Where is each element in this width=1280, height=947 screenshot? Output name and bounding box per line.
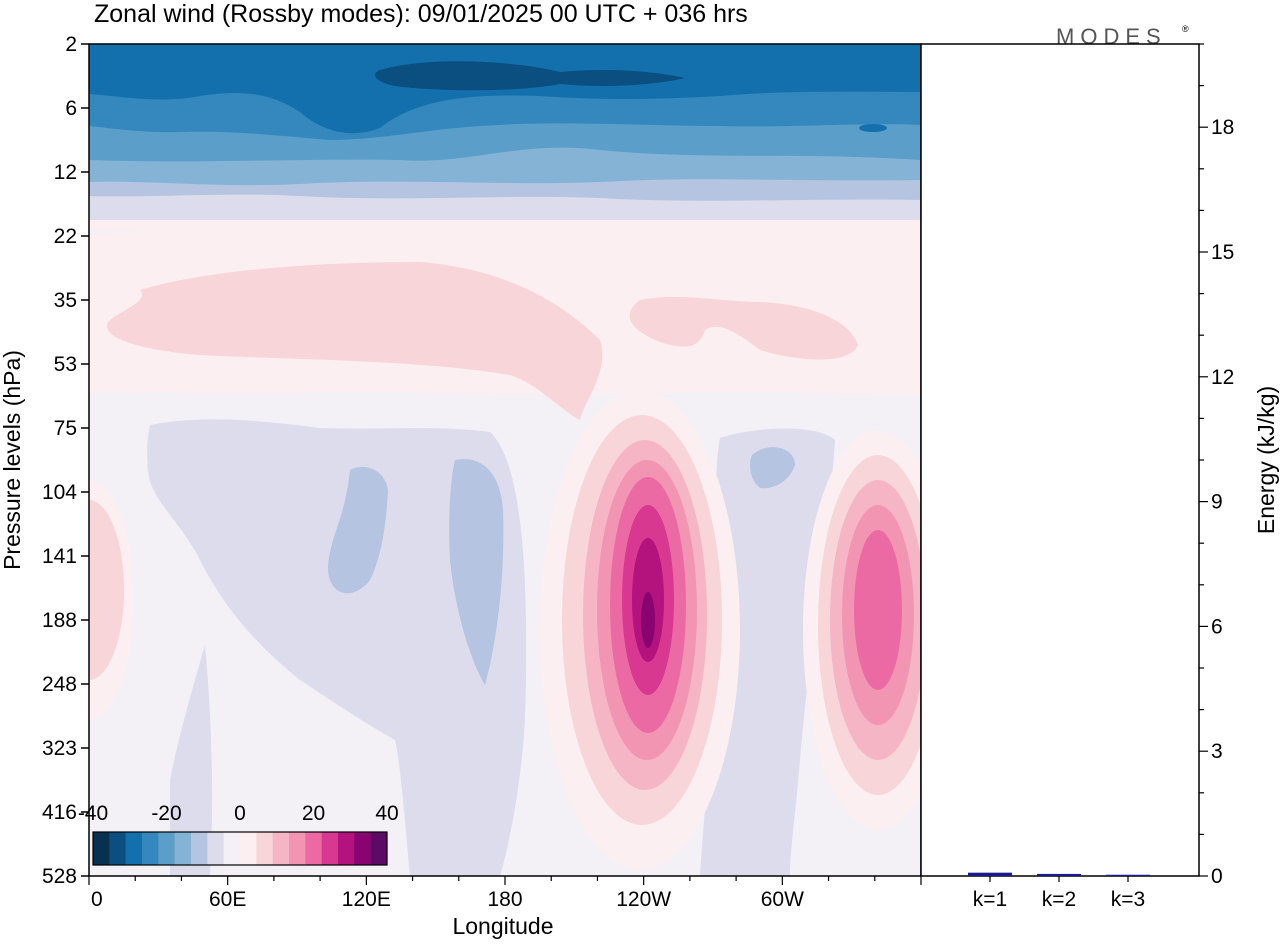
colorbar-bin: [370, 832, 388, 865]
colorbar-bin: [207, 832, 224, 865]
pressure-tick-label: 6: [65, 97, 77, 120]
colorbar-bin: [289, 832, 306, 865]
pressure-tick-label: 141: [42, 545, 77, 568]
longitude-tick-label: 0: [91, 888, 103, 911]
chart-title: Zonal wind (Rossby modes): 09/01/2025 00…: [94, 0, 748, 28]
energy-category-label: k=3: [1111, 888, 1145, 911]
pressure-axis: 2 6 12 22 35 53 75 104 141 188 248 323 416 528: [42, 33, 89, 888]
colorbar-bin: [240, 832, 257, 865]
energy-category-labels: k=1 k=2 k=3: [973, 876, 1145, 911]
brand-registered-mark: ®: [1182, 24, 1189, 34]
pressure-tick-label: 22: [54, 225, 77, 248]
contour-band-neg-7: [375, 61, 685, 91]
pressure-tick-label: 248: [42, 673, 77, 696]
energy-category-label: k=2: [1042, 888, 1076, 911]
contour-cell-pos-strat-west: [106, 262, 603, 420]
contour-cell-pos-strat-east: [629, 296, 858, 360]
longitude-tick-label: 120E: [342, 888, 391, 911]
colorbar-bin: [256, 832, 273, 865]
energy-tick-label: 3: [1211, 740, 1223, 763]
energy-axis: 0 3 6 9 12 15 18: [1199, 43, 1234, 888]
colorbar-bin: [191, 832, 208, 865]
pressure-tick-label: 2: [65, 33, 77, 56]
energy-tick-label: 9: [1211, 491, 1223, 514]
zonal-wind-heatmap: [89, 44, 921, 876]
colorbar: -40 -20 0 20 40: [78, 802, 399, 866]
colorbar-tick-label: 40: [375, 802, 398, 825]
colorbar-bin: [305, 832, 322, 865]
pressure-tick-label: 416: [42, 801, 77, 824]
x-axis-label: Longitude: [452, 913, 553, 939]
contour-region-neg-indian: [170, 645, 213, 876]
energy-category-label: k=1: [973, 888, 1007, 911]
pressure-tick-label: 104: [42, 481, 77, 504]
colorbar-bin: [354, 832, 371, 865]
pressure-tick-label: 12: [54, 161, 77, 184]
colorbar-bin: [321, 832, 339, 865]
contour-region-neg-atlantic: [700, 428, 835, 876]
colorbar-bin: [223, 832, 241, 865]
colorbar-bin: [272, 832, 290, 865]
pressure-tick-label: 35: [54, 289, 77, 312]
energy-axis-label: Energy (kJ/kg): [1253, 386, 1279, 534]
energy-tick-label: 18: [1211, 116, 1234, 139]
colorbar-bin: [109, 832, 126, 865]
longitude-tick-label: 60E: [209, 888, 246, 911]
pressure-tick-label: 53: [54, 353, 77, 376]
contour-cell-neg-180: [449, 459, 504, 685]
colorbar-frame: [92, 831, 388, 866]
colorbar-bin: [174, 832, 192, 865]
contour-jet-120w-level-7: [641, 592, 655, 648]
colorbar-tick-label: 0: [234, 802, 246, 825]
energy-tick-label: 6: [1211, 615, 1223, 638]
contour-cell-neg-60w: [750, 447, 795, 489]
pressure-tick-label: 323: [42, 737, 77, 760]
colorbar-bin: [158, 832, 175, 865]
contour-jet-20w-level-4: [854, 530, 902, 690]
y-axis-label: Pressure levels (hPa): [0, 350, 25, 570]
energy-tick-label: 0: [1211, 865, 1223, 888]
colorbar-bin: [142, 832, 159, 865]
contour-cell-neg-small: [859, 124, 887, 132]
energy-tick-label: 12: [1211, 366, 1234, 389]
longitude-tick-label: 180: [487, 888, 522, 911]
pressure-tick-label: 188: [42, 609, 77, 632]
energy-bar: [1106, 874, 1150, 876]
energy-panel-frame: [920, 43, 1200, 877]
energy-bar: [1037, 873, 1081, 876]
longitude-tick-label: 60W: [761, 888, 804, 911]
energy-tick-label: 15: [1211, 241, 1234, 264]
energy-bar: [968, 872, 1012, 876]
contour-region-neg-west-pacific: [147, 419, 527, 876]
colorbar-tick-label: -40: [78, 802, 108, 825]
colorbar-tick-label: 20: [302, 802, 325, 825]
colorbar-bin: [125, 832, 143, 865]
longitude-tick-label: 120W: [616, 888, 671, 911]
pressure-tick-label: 528: [42, 865, 77, 888]
pressure-tick-label: 75: [54, 417, 77, 440]
longitude-axis: 0 60E 120E 180 120W 60W: [88, 876, 922, 911]
colorbar-bin: [93, 832, 110, 865]
colorbar-tick-label: -20: [151, 802, 181, 825]
energy-bars: [968, 872, 1150, 876]
contour-cell-neg-120e: [328, 466, 388, 594]
contour-cell-0e-level-1: [89, 500, 124, 680]
colorbar-bin: [338, 832, 355, 865]
